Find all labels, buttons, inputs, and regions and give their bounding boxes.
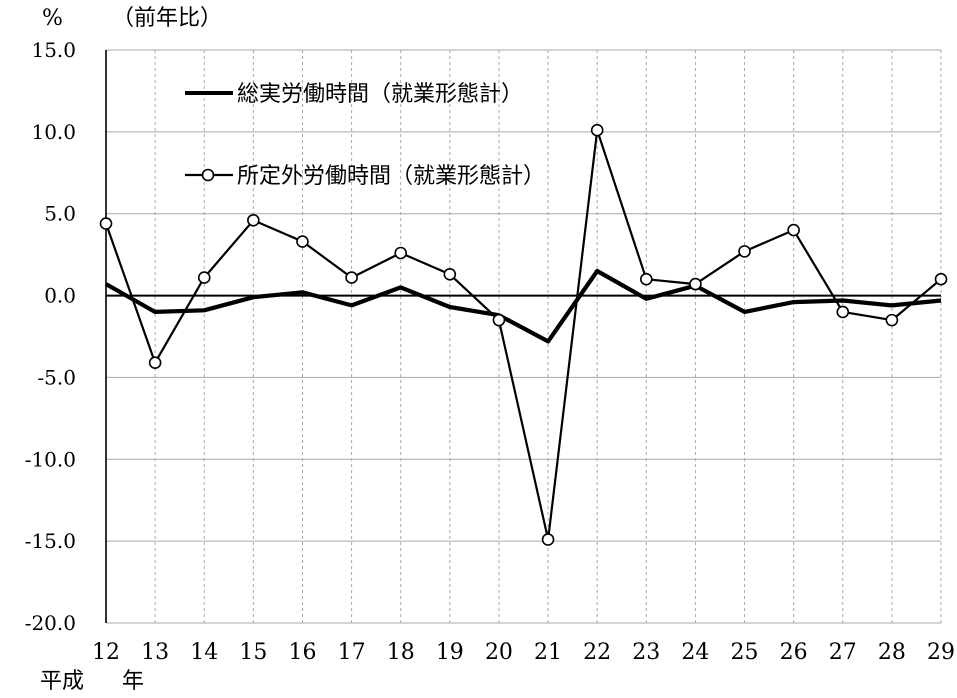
data-point	[296, 235, 309, 248]
y-tick-label: -20.0	[25, 611, 76, 635]
data-point	[148, 356, 162, 369]
data-point	[639, 272, 653, 286]
x-tick-label: 17	[338, 640, 366, 665]
x-tick-label: 18	[387, 640, 415, 665]
x-tick-label: 23	[632, 640, 660, 665]
data-point	[99, 217, 113, 230]
y-tick-label: -5.0	[37, 365, 76, 389]
data-point	[590, 123, 604, 137]
data-point	[787, 223, 800, 237]
x-era-label: 平成	[40, 669, 84, 694]
y-tick-label: 15.0	[31, 38, 76, 62]
grid-lines	[106, 49, 942, 624]
y-tick-label: -10.0	[25, 447, 76, 471]
legend-label-total: 総実労働時間（就業形態計）	[237, 82, 523, 107]
x-tick-label: 12	[92, 640, 120, 665]
x-tick-label: 13	[141, 640, 169, 665]
data-point	[836, 305, 850, 319]
x-tick-label: 22	[583, 640, 611, 665]
y-tick-label: 0.0	[44, 284, 76, 308]
legend-item-overtime-hours: 所定外労働時間（就業形態計）	[185, 164, 545, 189]
data-point	[247, 213, 260, 227]
data-point	[541, 533, 555, 546]
y-note-label: （前年比）	[112, 6, 222, 31]
data-point	[345, 271, 358, 284]
data-point	[394, 246, 408, 260]
tick-labels: 15.0 10.0 5.0 0.0 -5.0 -10.0 -15.0 -20.0 12 13 14 1…	[25, 38, 955, 665]
y-unit-label: %	[42, 6, 63, 31]
data-point	[689, 277, 702, 291]
data-point	[443, 267, 457, 281]
series-line-0	[104, 268, 942, 344]
x-unit-label: 年	[122, 669, 144, 694]
series-layer	[99, 123, 948, 546]
x-tick-label: 27	[829, 640, 857, 665]
x-tick-label: 15	[239, 640, 267, 665]
x-tick-label: 24	[681, 640, 709, 665]
x-tick-label: 26	[780, 640, 808, 665]
legend: 総実労働時間（就業形態計） 所定外労働時間（就業形態計）	[185, 82, 545, 189]
legend-marker-overtime	[201, 168, 215, 182]
legend-label-overtime: 所定外労働時間（就業形態計）	[237, 164, 545, 189]
x-tick-label: 14	[190, 640, 218, 665]
x-tick-label: 28	[878, 640, 906, 665]
x-tick-label: 25	[731, 640, 759, 665]
data-point	[492, 313, 506, 327]
data-point	[934, 272, 948, 286]
x-tick-label: 20	[485, 640, 513, 665]
axes	[105, 50, 941, 623]
x-tick-label: 21	[534, 640, 562, 665]
series-line-1	[104, 129, 942, 541]
x-tick-label: 16	[288, 640, 316, 665]
x-tick-label: 19	[436, 640, 464, 665]
x-tick-label: 29	[927, 640, 955, 665]
data-point	[197, 271, 211, 284]
y-tick-label: 5.0	[44, 202, 76, 226]
data-point	[885, 313, 899, 327]
y-tick-label: -15.0	[25, 529, 76, 553]
y-tick-label: 10.0	[31, 120, 76, 144]
data-point	[738, 245, 751, 258]
legend-item-total-hours: 総実労働時間（就業形態計）	[185, 82, 523, 107]
